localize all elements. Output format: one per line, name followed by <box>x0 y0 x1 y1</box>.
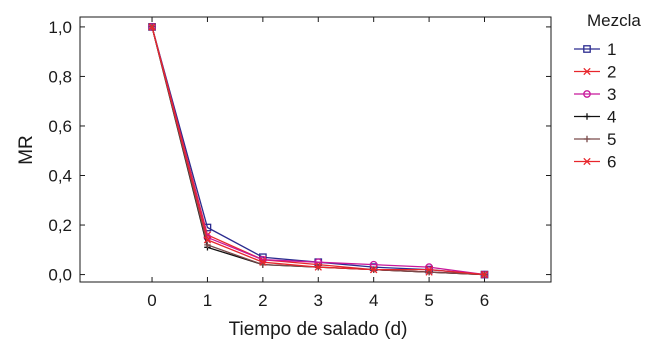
x-tick-label-2: 2 <box>258 291 267 310</box>
legend-marker-4 <box>583 113 591 120</box>
legend-label-4: 4 <box>607 108 616 127</box>
point-6-5 <box>425 265 433 274</box>
legend-label-2: 2 <box>607 63 616 82</box>
legend-marker-1 <box>583 45 591 53</box>
series-line-2 <box>151 26 485 276</box>
legend-item-2: 2 <box>574 63 616 82</box>
legend-item-3: 3 <box>574 85 616 104</box>
plot-frame <box>79 16 552 283</box>
legend-item-6: 6 <box>574 153 616 172</box>
series-line-5 <box>151 26 485 276</box>
series-line-6 <box>151 26 485 276</box>
point-6-6 <box>480 270 489 279</box>
y-tick-label-1: 0,2 <box>48 216 72 235</box>
point-6-0 <box>148 23 156 31</box>
point-6-1 <box>203 236 212 244</box>
series-line-3 <box>151 26 485 276</box>
legend-item-4: 4 <box>574 108 616 127</box>
legend-marker-5 <box>583 135 591 143</box>
y-tick-label-2: 0,4 <box>48 167 72 186</box>
y-tick-label-4: 0,8 <box>48 67 72 86</box>
series-6 <box>148 23 489 279</box>
legend-label-1: 1 <box>607 40 616 59</box>
legend-marker-3 <box>583 90 591 98</box>
series-3 <box>148 23 489 279</box>
legend-item-1: 1 <box>574 40 616 59</box>
y-tick-label-3: 0,6 <box>48 117 72 136</box>
legend-marker-2 <box>583 67 591 76</box>
x-tick-label-4: 4 <box>369 291 378 310</box>
point-5-1 <box>204 241 211 249</box>
legend-title: Mezcla <box>587 11 641 30</box>
legend-label-5: 5 <box>607 130 616 149</box>
x-tick-label-5: 5 <box>424 291 433 310</box>
series-5 <box>148 23 488 278</box>
x-axis-title: Tiempo de salado (d) <box>229 319 408 340</box>
legend-item-5: 5 <box>574 130 616 149</box>
point-6-4 <box>370 265 378 274</box>
series-line-4 <box>151 26 485 276</box>
x-tick-label-3: 3 <box>314 291 323 310</box>
point-6-2 <box>259 258 267 266</box>
y-axis-title: MR <box>16 135 37 165</box>
legend-label-3: 3 <box>607 85 616 104</box>
point-6-3 <box>314 263 322 271</box>
legend: Mezcla 1 2 3 4 5 6 <box>574 11 641 172</box>
x-tick-label-1: 1 <box>203 291 212 310</box>
series-4 <box>148 23 488 278</box>
y-tick-label-0: 0,0 <box>48 266 72 285</box>
series-2 <box>148 23 489 279</box>
x-tick-label-0: 0 <box>147 291 156 310</box>
series-line-1 <box>151 26 485 276</box>
x-tick-label-6: 6 <box>480 291 489 310</box>
y-tick-label-5: 1,0 <box>48 18 72 37</box>
legend-marker-6 <box>583 157 591 166</box>
legend-label-6: 6 <box>607 153 616 172</box>
series-1 <box>148 23 489 279</box>
